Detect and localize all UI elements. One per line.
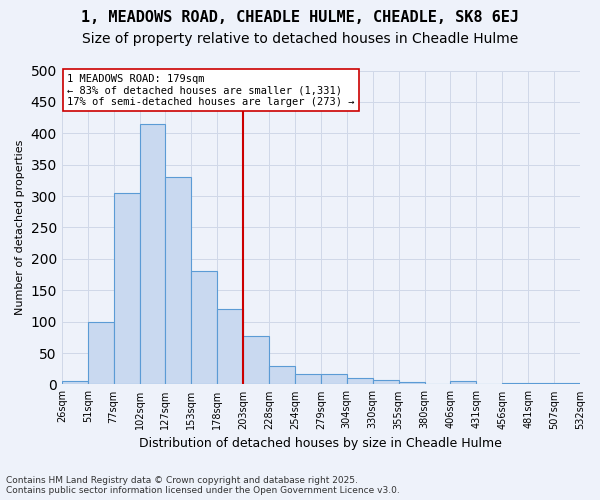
- Bar: [140, 124, 166, 384]
- Bar: [269, 366, 295, 384]
- Bar: [62, 382, 88, 384]
- Text: Contains HM Land Registry data © Crown copyright and database right 2025.
Contai: Contains HM Land Registry data © Crown c…: [6, 476, 400, 495]
- Bar: [502, 382, 528, 384]
- Bar: [528, 383, 554, 384]
- Text: 1, MEADOWS ROAD, CHEADLE HULME, CHEADLE, SK8 6EJ: 1, MEADOWS ROAD, CHEADLE HULME, CHEADLE,…: [81, 10, 519, 25]
- Bar: [554, 383, 580, 384]
- Text: Size of property relative to detached houses in Cheadle Hulme: Size of property relative to detached ho…: [82, 32, 518, 46]
- Bar: [451, 382, 476, 384]
- Bar: [321, 374, 347, 384]
- Bar: [347, 378, 373, 384]
- X-axis label: Distribution of detached houses by size in Cheadle Hulme: Distribution of detached houses by size …: [139, 437, 502, 450]
- Bar: [373, 380, 398, 384]
- Bar: [243, 336, 269, 384]
- Bar: [113, 193, 140, 384]
- Bar: [166, 177, 191, 384]
- Bar: [88, 322, 113, 384]
- Bar: [398, 382, 425, 384]
- Bar: [191, 272, 217, 384]
- Text: 1 MEADOWS ROAD: 179sqm
← 83% of detached houses are smaller (1,331)
17% of semi-: 1 MEADOWS ROAD: 179sqm ← 83% of detached…: [67, 74, 355, 107]
- Bar: [217, 309, 243, 384]
- Y-axis label: Number of detached properties: Number of detached properties: [15, 140, 25, 315]
- Bar: [295, 374, 321, 384]
